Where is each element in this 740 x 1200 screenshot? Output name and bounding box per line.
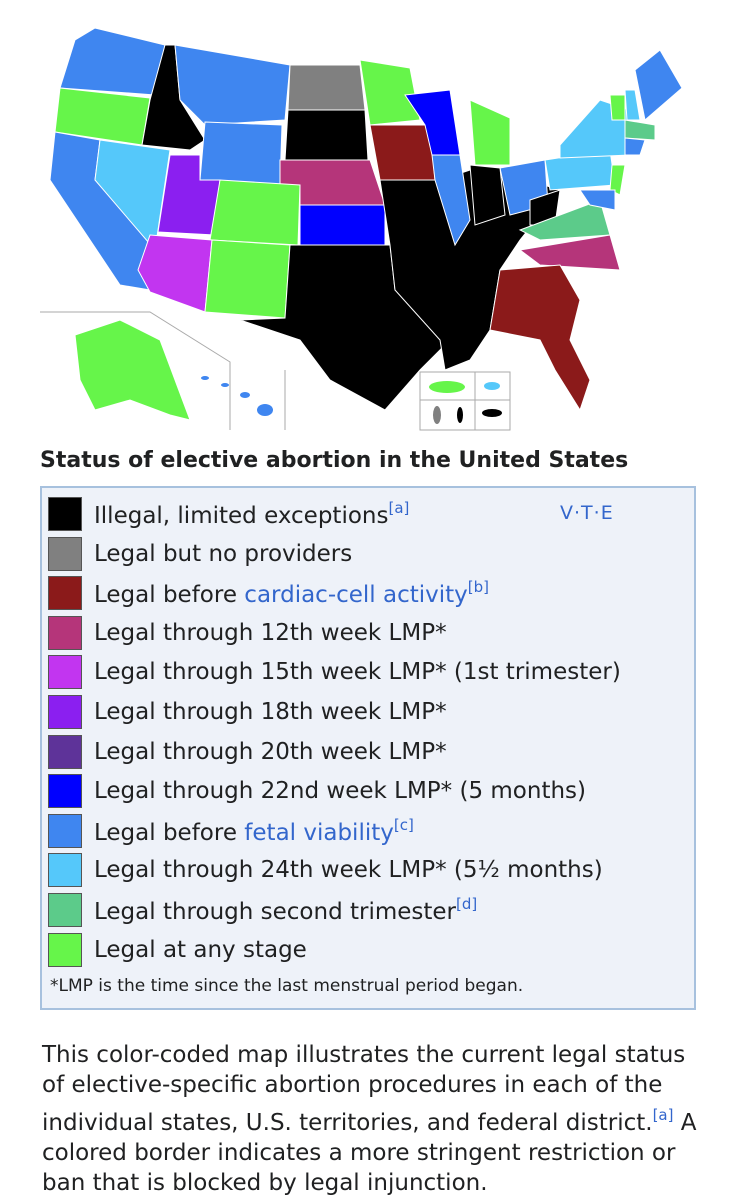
- navbox-link[interactable]: V: [560, 502, 574, 524]
- navbox-link[interactable]: E: [600, 502, 614, 524]
- description-text: A colored border indicates a more string…: [42, 1110, 697, 1196]
- legend-swatch: [48, 734, 82, 769]
- footnote-ref[interactable]: [a]: [652, 1106, 674, 1124]
- legend-swatch: [48, 536, 82, 571]
- map-caption: Status of elective abortion in the Unite…: [40, 448, 629, 473]
- legend-label: Legal through second trimester[d]: [94, 895, 477, 925]
- legend-label: Illegal, limited exceptions[a]: [94, 499, 409, 529]
- separator: ·: [593, 502, 601, 524]
- footnote-ref[interactable]: [b]: [467, 578, 490, 597]
- separator: ·: [574, 502, 582, 524]
- label-text: Legal before: [94, 819, 245, 846]
- legend-item: Legal through 22nd week LMP* (5 months): [48, 773, 586, 809]
- legend-item: Legal at any stage: [48, 932, 307, 968]
- legend-swatch: [48, 813, 82, 848]
- legend-item: Legal but no providers: [48, 536, 352, 572]
- label-text: Legal at any stage: [94, 936, 307, 963]
- legend-swatch: [48, 774, 82, 809]
- footnote-ref[interactable]: [d]: [456, 895, 478, 913]
- legend-item: Legal through 12th week LMP*: [48, 615, 447, 651]
- label-text: Legal through 12th week LMP*: [94, 619, 447, 646]
- legend-swatch: [48, 695, 82, 729]
- legend-label: Legal at any stage: [94, 937, 307, 963]
- legend-item: Illegal, limited exceptions[a]: [48, 496, 409, 532]
- legend-label: Legal through 20th week LMP*: [94, 739, 447, 765]
- link[interactable]: fetal viability: [244, 819, 394, 846]
- legend-label: Legal through 24th week LMP* (5½ months): [94, 857, 603, 883]
- legend-swatch: [48, 893, 82, 927]
- legend-label: Legal through 18th week LMP*: [94, 699, 447, 725]
- legend-swatch: [48, 655, 82, 690]
- legend-item: Legal through 24th week LMP* (5½ months): [48, 852, 603, 888]
- label-text: Legal through 18th week LMP*: [94, 699, 447, 725]
- legend-item: Legal through second trimester[d]: [48, 892, 477, 928]
- legend-item: Legal through 18th week LMP*: [48, 694, 447, 730]
- label-text: Legal through 20th week LMP*: [94, 738, 447, 765]
- legend-swatch: [48, 932, 82, 967]
- label-text: Legal through 24th week LMP* (5½ months): [94, 857, 603, 884]
- label-text: Legal but no providers: [94, 540, 353, 567]
- legend-swatch: [48, 576, 82, 611]
- legend-item: Legal through 15th week LMP* (1st trimes…: [48, 654, 621, 690]
- legend-swatch: [48, 853, 82, 888]
- navbox-links: V·T·E: [560, 502, 614, 524]
- description-text: This color-coded map illustrates the cur…: [42, 1042, 686, 1136]
- legend-item: Legal through 20th week LMP*: [48, 734, 447, 770]
- legend: V·T·E *LMP is the time since the last me…: [40, 486, 696, 1010]
- legend-label: Legal but no providers: [94, 541, 352, 567]
- label-text: Legal through 22nd week LMP* (5 months): [94, 778, 586, 805]
- footnote-ref[interactable]: [a]: [388, 499, 410, 517]
- legend-label: Legal through 15th week LMP* (1st trimes…: [94, 659, 621, 685]
- legend-label: Legal through 22nd week LMP* (5 months): [94, 778, 586, 804]
- description: This color-coded map illustrates the cur…: [42, 1040, 712, 1198]
- legend-item: Legal before fetal viability[c]: [48, 813, 414, 849]
- legend-label: Legal before cardiac-cell activity[b]: [94, 578, 489, 608]
- legend-swatch: [48, 615, 82, 650]
- legend-item: Legal before cardiac-cell activity[b]: [48, 575, 489, 611]
- navbox-link[interactable]: T: [581, 502, 594, 524]
- legend-label: Legal before fetal viability[c]: [94, 816, 414, 846]
- legend-footnote: *LMP is the time since the last menstrua…: [50, 976, 524, 996]
- link[interactable]: cardiac-cell activity: [244, 582, 468, 609]
- label-text: Illegal, limited exceptions: [94, 503, 389, 529]
- us-map: [40, 27, 683, 431]
- label-text: Legal before: [94, 582, 245, 609]
- label-text: Legal through 15th week LMP* (1st trimes…: [94, 659, 621, 686]
- footnote-ref[interactable]: [c]: [393, 815, 414, 834]
- legend-label: Legal through 12th week LMP*: [94, 620, 447, 646]
- label-text: Legal through second trimester: [94, 899, 457, 925]
- legend-swatch: [48, 497, 82, 531]
